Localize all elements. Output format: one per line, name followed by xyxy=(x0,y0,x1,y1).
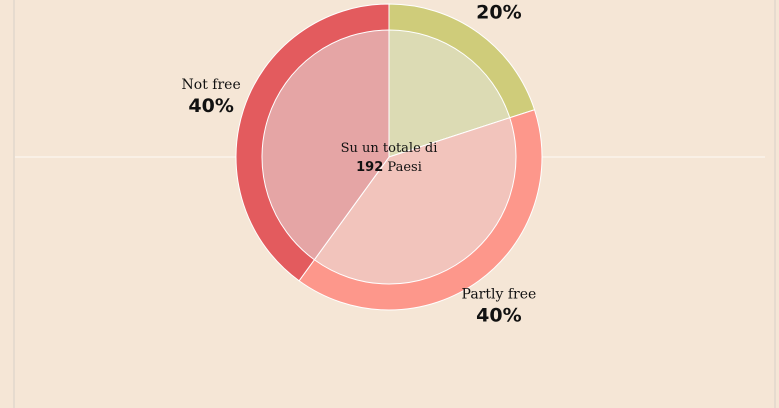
slice xyxy=(388,29,511,158)
total-unit: Paesi xyxy=(387,160,421,175)
slice-percent: 20% xyxy=(476,2,521,24)
center-text: Su un totale di xyxy=(341,141,438,156)
total: 192 xyxy=(356,160,383,175)
slice-percent: 40% xyxy=(476,304,521,326)
slice-percent: 40% xyxy=(188,95,233,117)
slice-name: Partly free xyxy=(462,286,537,302)
slice-name: Not free xyxy=(182,77,241,93)
slice xyxy=(313,117,517,285)
center-total: 192 Paesi xyxy=(356,160,422,175)
slice xyxy=(261,29,390,261)
